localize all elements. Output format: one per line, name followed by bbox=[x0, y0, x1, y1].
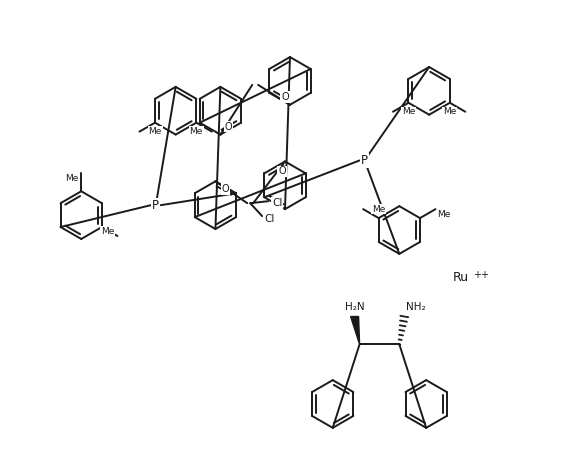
Text: P: P bbox=[152, 199, 159, 212]
Text: Me: Me bbox=[190, 127, 203, 136]
Text: Cl: Cl bbox=[272, 198, 282, 208]
Text: Cl: Cl bbox=[264, 214, 274, 224]
Text: Me: Me bbox=[402, 107, 415, 116]
Text: ++: ++ bbox=[473, 270, 489, 280]
Text: Ru: Ru bbox=[453, 271, 469, 284]
Text: P: P bbox=[361, 154, 368, 167]
Text: Me: Me bbox=[65, 174, 78, 183]
Text: Me: Me bbox=[148, 127, 162, 136]
Text: O: O bbox=[278, 166, 286, 176]
Text: Me: Me bbox=[101, 227, 114, 235]
Polygon shape bbox=[351, 316, 359, 344]
Text: O: O bbox=[225, 122, 232, 132]
Text: Me: Me bbox=[372, 205, 385, 214]
Text: H₂N: H₂N bbox=[345, 301, 365, 312]
Text: Me: Me bbox=[438, 210, 451, 219]
Text: Me: Me bbox=[443, 107, 457, 116]
Text: NH₂: NH₂ bbox=[407, 301, 426, 312]
Text: O: O bbox=[281, 92, 289, 102]
Text: O: O bbox=[221, 184, 229, 194]
